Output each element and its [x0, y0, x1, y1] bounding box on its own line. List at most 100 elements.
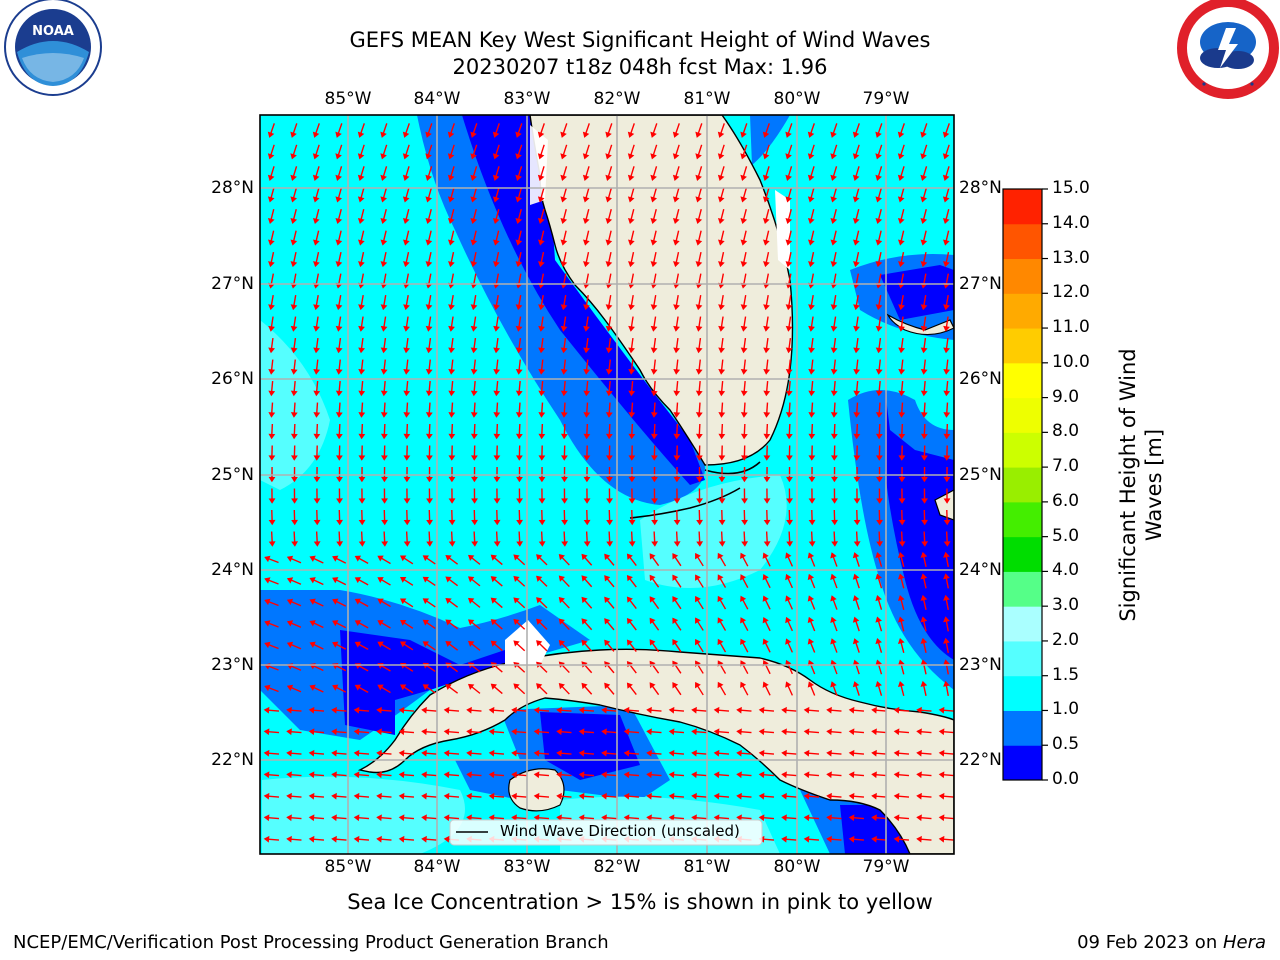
wave-vector-head — [268, 390, 276, 397]
wave-vector-head — [264, 577, 271, 584]
wave-vector-head — [493, 433, 501, 440]
wave-vector-head — [353, 814, 360, 822]
footer-host: Hera — [1222, 932, 1266, 953]
wave-vector-head — [875, 455, 883, 461]
wave-vector-head — [920, 239, 928, 246]
wave-vector-head — [286, 555, 294, 563]
wave-vector-head — [335, 217, 343, 225]
wave-vector-head — [561, 476, 568, 483]
wave-vector-head — [628, 261, 635, 268]
wave-vector-head — [332, 598, 339, 605]
wave-vector-head — [740, 595, 747, 603]
wave-vector-head — [628, 519, 636, 526]
wave-vector-head — [380, 304, 388, 311]
wave-vector-head — [785, 659, 792, 667]
wave-vector-head — [808, 455, 816, 461]
wave-vector-head — [403, 541, 411, 547]
wave-vector-head — [942, 196, 950, 203]
wave-vector-head — [785, 325, 793, 332]
wave-vector-head — [286, 641, 294, 649]
wave-vector-head — [376, 814, 382, 822]
wave-vector-head — [898, 541, 906, 547]
wave-vector-head — [354, 620, 362, 627]
wave-vector-head — [943, 433, 951, 440]
wave-vector-head — [400, 620, 407, 626]
wave-vector-head — [425, 369, 433, 375]
wave-vector-head — [893, 814, 900, 822]
wave-vector-head — [426, 498, 433, 504]
wave-vector-head — [291, 476, 298, 483]
wave-vector-head — [897, 680, 905, 688]
wave-vector-head — [831, 519, 839, 526]
colorbar-tick-label: 1.0 — [1052, 699, 1080, 720]
wave-vector-head — [942, 153, 950, 160]
wave-vector-head — [537, 196, 545, 203]
wave-vector-head — [741, 541, 749, 547]
wave-vector-head — [673, 412, 681, 418]
wave-vector-head — [650, 347, 658, 354]
wave-vector-head — [332, 620, 339, 627]
wave-vector-head — [268, 304, 275, 311]
lat-label-right: 24°N — [959, 560, 1002, 580]
wave-vector-head — [830, 552, 837, 559]
wave-vector-head — [376, 728, 382, 736]
wave-vector-head — [493, 498, 501, 504]
sea-ice-note: Sea Ice Concentration > 15% is shown in … — [347, 890, 933, 914]
wave-vector-head — [898, 239, 905, 246]
wave-vector-head — [538, 239, 545, 246]
wave-vector-head — [920, 455, 928, 461]
wave-vector-head — [897, 217, 905, 225]
wave-vector-head — [516, 498, 523, 504]
lon-label-bottom: 79°W — [862, 857, 910, 877]
wave-vector-head — [718, 541, 726, 547]
wave-vector-head — [604, 553, 611, 560]
wave-vector-head — [853, 476, 861, 483]
wave-vector-head — [672, 617, 679, 624]
wave-vector-head — [560, 261, 568, 268]
wave-vector-head — [852, 552, 860, 559]
wave-vector-head — [605, 455, 613, 461]
wave-vector-head — [650, 390, 658, 397]
wave-vector-head — [781, 706, 787, 714]
wave-vector-head — [468, 683, 475, 690]
wave-vector-head — [763, 347, 771, 354]
wave-vector-head — [353, 728, 360, 736]
wave-vector-head — [740, 552, 747, 560]
wave-vector-head — [380, 347, 388, 354]
wave-vector-head — [718, 261, 725, 268]
wave-vector-head — [672, 574, 679, 581]
wave-vector-head — [807, 174, 815, 181]
wave-vector-head — [696, 541, 704, 547]
wave-vector-head — [718, 239, 725, 246]
wave-vector-head — [898, 261, 905, 268]
wave-vector-head — [422, 684, 430, 691]
wave-vector-head — [785, 369, 793, 375]
wave-vector-head — [718, 498, 726, 504]
wave-vector-head — [830, 131, 837, 138]
wave-vector-head — [785, 552, 792, 559]
wave-vector-head — [695, 412, 703, 418]
wave-vector-head — [649, 596, 656, 603]
lon-label-top: 83°W — [503, 89, 551, 109]
wave-vector-head — [511, 728, 517, 736]
wave-vector-head — [291, 519, 299, 526]
wave-vector-head — [740, 433, 748, 440]
wave-vector-head — [830, 659, 837, 666]
wave-vector-head — [358, 347, 366, 354]
wave-vector-head — [536, 618, 543, 625]
wave-vector-head — [649, 574, 656, 582]
wave-vector-head — [943, 304, 950, 311]
wave-vector-head — [425, 131, 432, 138]
wave-vector-head — [515, 153, 522, 160]
wave-vector-head — [268, 239, 275, 246]
wave-vector-head — [736, 792, 742, 800]
wave-vector-head — [290, 325, 298, 332]
wave-vector-head — [443, 728, 450, 736]
wave-vector-head — [785, 347, 793, 354]
colorbar-label-line2: Waves [m] — [1142, 428, 1166, 542]
lat-label-right: 28°N — [959, 178, 1002, 198]
wave-vector-head — [920, 390, 928, 397]
wave-vector-head — [380, 131, 387, 138]
wave-vector-head — [938, 835, 945, 843]
wave-vector-head — [695, 369, 703, 375]
